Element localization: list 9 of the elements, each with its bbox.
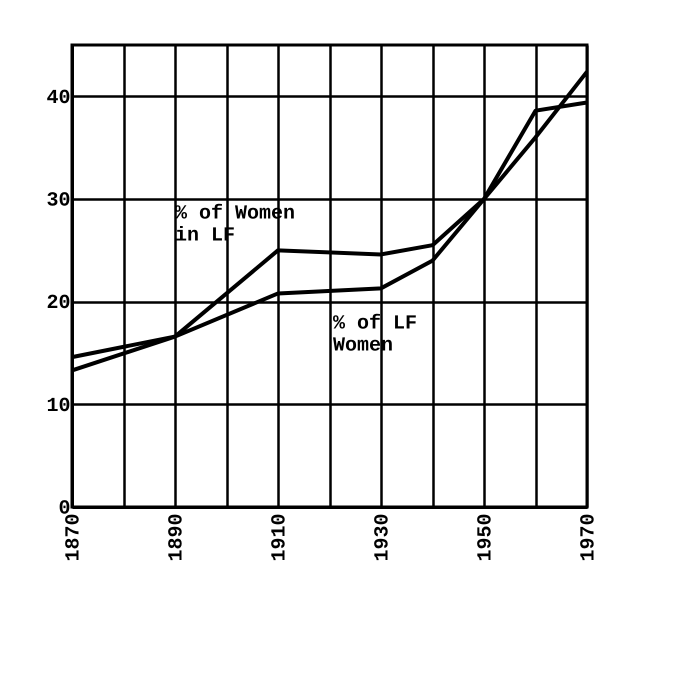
y-tick-label: 30 [46, 190, 70, 212]
y-tick-label: 20 [46, 292, 70, 316]
y-tick-label: 40 [46, 86, 70, 110]
x-tick-label: 1890 [166, 514, 188, 562]
y-tick-label: 10 [46, 394, 70, 418]
x-tick-label: 1910 [268, 514, 292, 562]
x-tick-label: 1970 [578, 514, 600, 562]
x-tick-label: 1930 [372, 514, 394, 562]
x-tick-label: 1950 [474, 514, 498, 562]
